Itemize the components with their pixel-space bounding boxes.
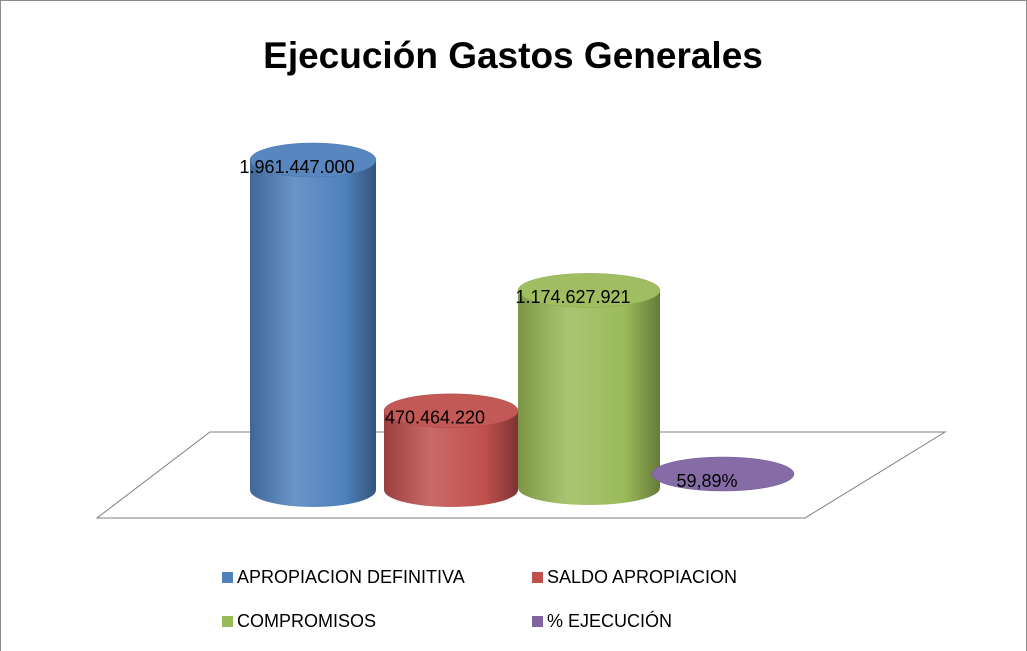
cylinder-top <box>517 273 661 308</box>
chart-title: Ejecución Gastos Generales <box>263 35 763 76</box>
cylinder-top <box>249 142 377 178</box>
data-label: 59,89% <box>676 471 737 491</box>
cylinder <box>383 393 519 507</box>
cylinder-top <box>651 456 795 492</box>
legend-label: SALDO APROPIACION <box>547 567 737 587</box>
data-label: 1.174.627.921 <box>515 287 630 307</box>
data-label: 470.464.220 <box>385 408 485 428</box>
legend-swatch <box>222 616 233 627</box>
cylinder <box>517 273 661 505</box>
data-label: 1.961.447.000 <box>239 157 354 177</box>
cylinder-body <box>384 410 518 507</box>
cylinder-body <box>518 290 660 505</box>
cylinder-body <box>250 160 376 507</box>
legend-swatch <box>532 572 543 583</box>
cylinder <box>249 142 377 507</box>
cylinder <box>651 456 795 492</box>
legend-label: % EJECUCIÓN <box>547 610 672 631</box>
legend-label: APROPIACION DEFINITIVA <box>237 567 465 587</box>
legend-label: COMPROMISOS <box>237 611 376 631</box>
legend-swatch <box>532 616 543 627</box>
legend-swatch <box>222 572 233 583</box>
